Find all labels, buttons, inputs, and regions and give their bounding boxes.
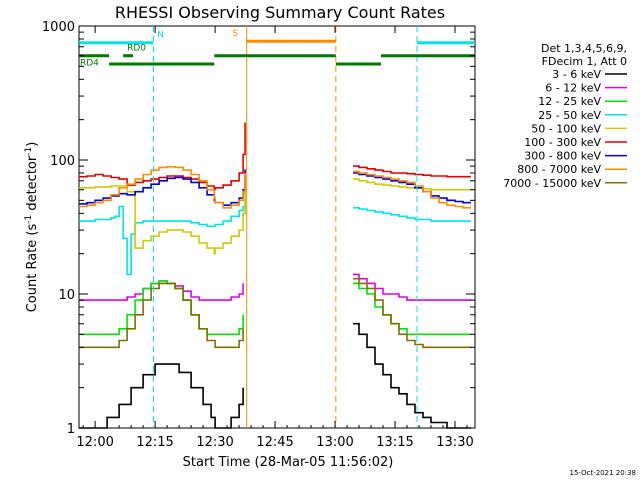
- legend-label-300-800-kev: 300 - 800 keV: [524, 150, 601, 163]
- x-axis-ticks: 12:00 12:15 12:30 12:45 13:00 13:15 13:30: [76, 26, 474, 450]
- x-tick-label: 13:30: [436, 435, 473, 450]
- series-line-post-50-100-kev: [353, 178, 471, 191]
- series-line-pre-3-6-kev: [79, 363, 244, 429]
- flag-label-rd0: RD0: [127, 44, 146, 54]
- y-axis-label-sup2: -1: [24, 147, 34, 156]
- series-line-pre-12-25-kev: [79, 280, 244, 336]
- series-line-post-6-12-kev: [353, 273, 471, 301]
- flag-label-s: S: [232, 29, 238, 39]
- series-line-post-3-6-kev: [353, 322, 471, 429]
- markers-layer: [153, 26, 418, 428]
- legend-label-100-300-kev: 100 - 300 keV: [524, 136, 601, 149]
- legend: Det 1,3,4,5,6,9, FDecim 1, Att 0 3 - 6 k…: [503, 42, 627, 190]
- legend-label-3-6-kev: 3 - 6 keV: [552, 68, 601, 81]
- x-tick-label: 12:45: [256, 435, 293, 450]
- y-tick-label: 1: [67, 422, 75, 437]
- flag-label-n: N: [157, 31, 164, 41]
- legend-label-7000-15000-kev: 7000 - 15000 keV: [503, 177, 601, 190]
- series-line-pre-7000-15000-kev: [79, 282, 244, 349]
- series-line-pre-50-100-kev: [79, 185, 246, 255]
- plot-frame: [78, 25, 476, 429]
- x-axis-label: Start Time (28-Mar-05 11:56:02): [183, 455, 394, 470]
- y-axis-label: Count Rate (s-1 detector-1): [24, 142, 40, 313]
- y-axis-label-mid: detector: [25, 155, 40, 215]
- chart-title: RHESSI Observing Summary Count Rates: [115, 3, 445, 22]
- series-line-post-800-7000-kev: [353, 170, 471, 209]
- legend-header-1: Det 1,3,4,5,6,9,: [541, 42, 627, 55]
- y-axis-ticks: 1 10 100 1000: [42, 20, 475, 437]
- series-line-pre-25-50-kev: [79, 189, 246, 276]
- y-axis-label-sup1: -1: [24, 215, 34, 224]
- x-tick-label: 13:00: [316, 435, 353, 450]
- series-line-pre-100-300-kev: [79, 122, 246, 191]
- timestamp: 15-Oct-2021 20:38: [570, 469, 636, 477]
- x-tick-label: 13:15: [376, 435, 413, 450]
- y-axis-label-main: Count Rate (s: [25, 224, 40, 313]
- y-tick-label: 1000: [42, 20, 75, 35]
- series-layer: [79, 122, 471, 429]
- legend-label-6-12-kev: 6 - 12 keV: [545, 82, 601, 95]
- x-tick-label: 12:30: [196, 435, 233, 450]
- series-line-post-100-300-kev: [353, 165, 471, 178]
- series-line-post-12-25-kev: [353, 282, 471, 336]
- series-line-pre-800-7000-kev: [79, 166, 246, 209]
- series-line-post-300-800-kev: [353, 172, 471, 204]
- x-tick-label: 12:15: [136, 435, 173, 450]
- legend-label-25-50-kev: 25 - 50 keV: [538, 109, 601, 122]
- flag-label-rd4: RD4: [80, 59, 99, 69]
- series-line-post-25-50-kev: [353, 207, 471, 222]
- series-line-post-7000-15000-kev: [353, 277, 471, 349]
- legend-label-50-100-kev: 50 - 100 keV: [531, 122, 601, 135]
- y-tick-label: 10: [58, 288, 75, 303]
- flags-layer: N S RD0 RD4: [79, 29, 475, 69]
- legend-label-800-7000-kev: 800 - 7000 keV: [517, 163, 601, 176]
- legend-header-2: FDecim 1, Att 0: [542, 55, 627, 68]
- y-axis-label-end: ): [25, 142, 40, 147]
- y-tick-label: 100: [50, 154, 75, 169]
- x-tick-label: 12:00: [76, 435, 113, 450]
- legend-label-12-25-kev: 12 - 25 keV: [538, 95, 601, 108]
